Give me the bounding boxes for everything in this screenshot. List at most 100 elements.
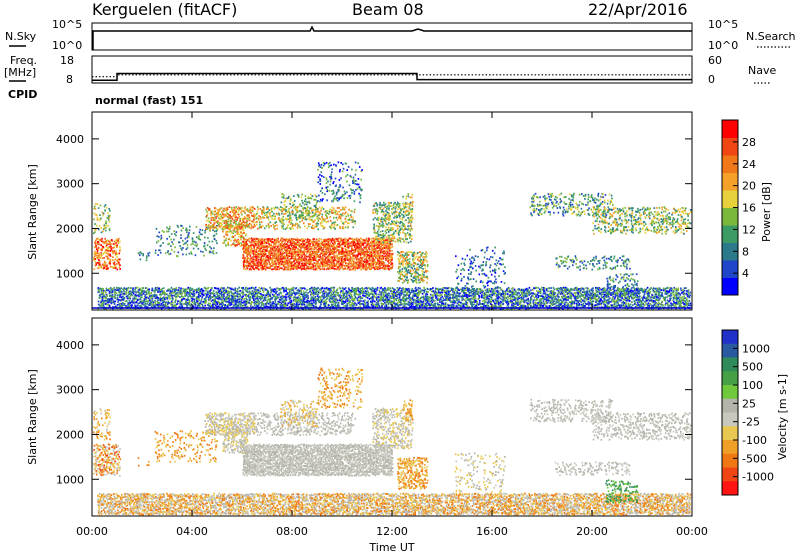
n-sky-trace [92,27,692,49]
echo-cell [219,302,221,304]
echo-cell [455,289,457,291]
echo-cell [688,295,690,297]
echo-cell [634,296,636,298]
echo-cell [379,289,381,291]
echo-cell [202,251,204,253]
echo-cell [650,297,652,299]
echo-cell [227,216,229,218]
echo-cell [274,288,276,290]
echo-cell [583,303,585,305]
echo-cell [199,229,201,231]
echo-cell [252,301,254,303]
echo-cell [443,297,445,299]
echo-cell [412,297,414,299]
echo-cell [260,306,262,308]
echo-cell [175,299,177,301]
echo-cell [250,303,252,305]
echo-cell [631,290,633,292]
echo-cell [443,300,445,302]
echo-cell [216,233,218,235]
echo-cell [663,290,665,292]
echo-cell [224,222,226,224]
echo-cell [323,290,325,292]
echo-cell [219,295,221,297]
echo-cell [298,292,300,294]
echo-cell [187,229,189,231]
echo-cell [107,225,109,227]
echo-cell [296,287,298,289]
echo-cell [128,287,130,289]
echo-cell [154,300,156,302]
echo-cell [116,292,118,294]
echo-cell [315,302,317,304]
echo-cell [457,305,459,307]
echo-cell [427,296,429,298]
echo-cell [264,306,266,308]
echo-cell [235,210,237,212]
echo-cell [421,301,423,303]
echo-cell [318,298,320,300]
echo-cell [217,209,219,211]
echo-cell [238,287,240,289]
echo-cell [107,267,109,269]
echo-cell [98,207,100,209]
echo-cell [571,305,573,307]
echo-cell [498,290,500,292]
echo-cell [143,253,145,255]
echo-cell [93,257,95,259]
echo-cell [170,239,172,241]
echo-cell [340,297,342,299]
echo-cell [218,290,220,292]
echo-cell [100,205,102,207]
echo-cell [262,303,264,305]
echo-cell [255,298,257,300]
echo-cell [330,290,332,292]
echo-cell [169,236,171,238]
echo-cell [187,296,189,298]
echo-cell [300,287,302,289]
echo-cell [295,298,297,300]
echo-cell [342,292,344,294]
echo-cell [482,293,484,295]
echo-cell [227,301,229,303]
echo-cell [458,289,460,291]
echo-cell [372,290,374,292]
echo-cell [466,295,468,297]
echo-cell [571,296,573,298]
echo-cell [138,294,140,296]
echo-cell [367,293,369,295]
echo-cell [676,300,678,302]
echo-cell [233,242,235,244]
echo-cell [99,257,101,259]
echo-cell [203,290,205,292]
echo-cell [109,263,111,265]
echo-cell [383,288,385,290]
echo-cell [378,296,380,298]
echo-cell [540,290,542,292]
echo-cell [397,291,399,293]
echo-cell [118,238,120,240]
echo-cell [410,297,412,299]
echo-cell [370,301,372,303]
echo-cell [414,299,416,301]
echo-cell [164,294,166,296]
echo-cell [208,303,210,305]
echo-cell [255,296,257,298]
echo-cell [376,294,378,296]
echo-cell [225,240,227,242]
echo-cell [95,243,97,245]
echo-cell [649,303,651,305]
echo-cell [205,299,207,301]
echo-cell [134,289,136,291]
echo-cell [148,297,150,299]
echo-cell [270,294,272,296]
echo-cell [181,293,183,295]
echo-cell [272,294,274,296]
echo-cell [587,291,589,293]
echo-cell [616,305,618,307]
echo-cell [141,296,143,298]
echo-cell [351,288,353,290]
echo-cell [227,241,229,243]
echo-cell [458,301,460,303]
echo-cell [202,304,204,306]
